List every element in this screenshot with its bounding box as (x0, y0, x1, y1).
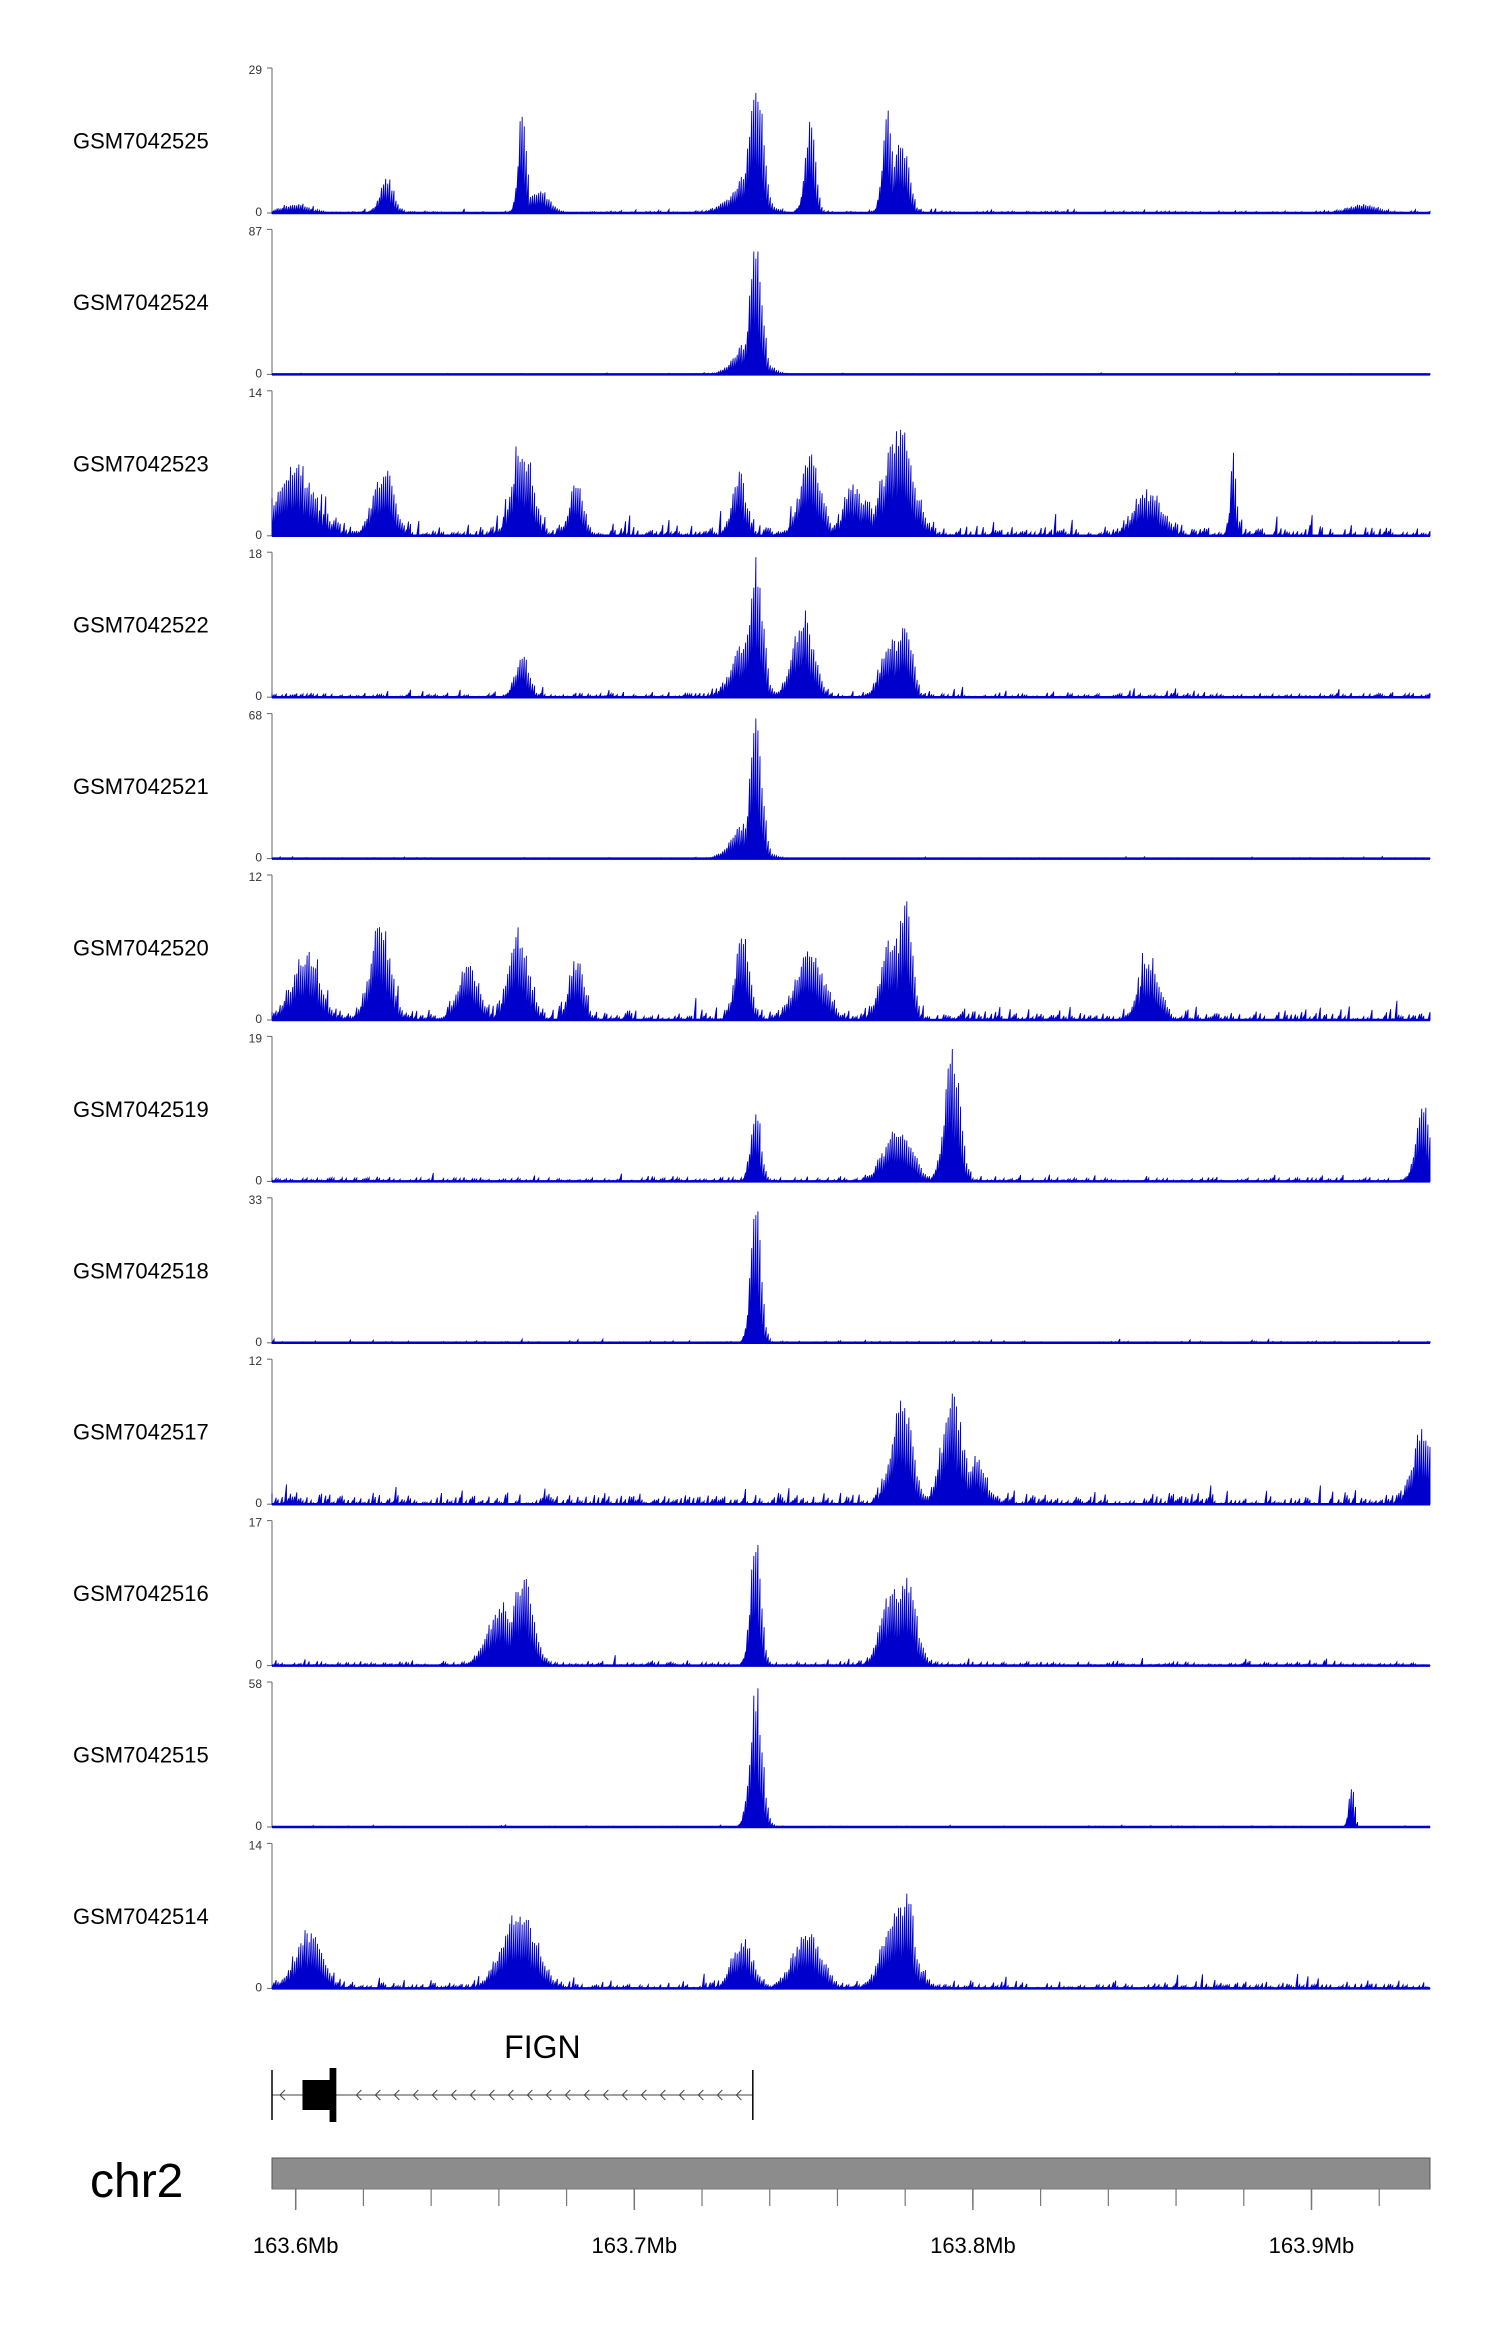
track-gsm7042520: GSM7042520 12 0 (73, 870, 1431, 1026)
ymax-label: 18 (249, 547, 263, 561)
signal-area (271, 1049, 1431, 1184)
track-label: GSM7042517 (73, 1420, 209, 1445)
track-gsm7042524: GSM7042524 87 0 (73, 224, 1431, 380)
chromosome-axis: chr2 163.6Mb 163.7Mb 163.8Mb 163.9Mb (90, 2155, 1431, 2258)
strand-arrow (507, 2089, 514, 2101)
ymax-label: 17 (249, 1516, 263, 1530)
track-gsm7042523: GSM7042523 14 0 (73, 386, 1431, 542)
signal-area (271, 429, 1431, 538)
strand-arrow (564, 2089, 571, 2101)
signal-tracks: GSM7042525290GSM7042524870GSM7042523140G… (73, 63, 1431, 1994)
strand-arrow (678, 2089, 685, 2101)
ymax-label: 87 (249, 224, 263, 238)
strand-arrow (735, 2089, 742, 2101)
chromosome-bar (271, 2157, 1431, 2190)
strand-arrow (602, 2089, 609, 2101)
signal-area (271, 251, 1431, 377)
track-label: GSM7042514 (73, 1904, 209, 1929)
track-label: GSM7042525 (73, 129, 209, 154)
ymax-label: 12 (249, 1354, 263, 1368)
track-label: GSM7042522 (73, 613, 209, 638)
ymax-label: 14 (249, 1838, 263, 1852)
ymin-label: 0 (255, 528, 262, 542)
chromosome-label: chr2 (90, 2155, 183, 2208)
gene-exon (329, 2068, 337, 2122)
track-label: GSM7042520 (73, 936, 209, 961)
strand-arrow (545, 2089, 552, 2101)
ymin-label: 0 (255, 1819, 262, 1833)
track-label: GSM7042518 (73, 1258, 209, 1283)
strand-arrow (659, 2089, 666, 2101)
ymin-label: 0 (255, 689, 262, 703)
signal-area (271, 557, 1431, 699)
ymin-label: 0 (255, 1496, 262, 1510)
strand-arrow (716, 2089, 723, 2101)
ymin-label: 0 (255, 851, 262, 865)
ymax-label: 12 (249, 870, 263, 884)
signal-area (271, 1893, 1431, 1991)
strand-arrow (621, 2089, 628, 2101)
axis-tick-label: 163.8Mb (930, 2233, 1016, 2258)
ymax-label: 14 (249, 386, 263, 400)
ymax-label: 29 (249, 63, 263, 77)
track-gsm7042519: GSM7042519 19 0 (73, 1031, 1431, 1187)
track-gsm7042517: GSM7042517 12 0 (73, 1354, 1431, 1510)
strand-arrow (526, 2089, 533, 2101)
ymax-label: 33 (249, 1193, 263, 1207)
track-label: GSM7042524 (73, 290, 209, 315)
strand-arrow (488, 2089, 495, 2101)
ymin-label: 0 (255, 366, 262, 380)
track-label: GSM7042521 (73, 774, 209, 799)
gene-annotation-track: FIGN (271, 2029, 754, 2122)
ymin-label: 0 (255, 1335, 262, 1349)
strand-arrow (412, 2089, 419, 2101)
signal-area (271, 92, 1431, 215)
signal-area (271, 1211, 1431, 1345)
ymax-label: 58 (249, 1677, 263, 1691)
strand-arrow (374, 2089, 381, 2101)
ymin-label: 0 (255, 205, 262, 219)
track-label: GSM7042516 (73, 1581, 209, 1606)
ymin-label: 0 (255, 1173, 262, 1187)
signal-area (271, 718, 1431, 861)
strand-arrow (583, 2089, 590, 2101)
signal-area (271, 1393, 1431, 1506)
signal-area (271, 1544, 1431, 1668)
ymax-label: 68 (249, 709, 263, 723)
track-gsm7042516: GSM7042516 17 0 (73, 1516, 1431, 1672)
gene-exon (302, 2080, 333, 2110)
track-gsm7042525: GSM7042525 29 0 (73, 63, 1431, 219)
gene-name: FIGN (504, 2029, 580, 2065)
axis-tick-label: 163.7Mb (591, 2233, 677, 2258)
track-gsm7042515: GSM7042515 58 0 (73, 1677, 1431, 1833)
ymin-label: 0 (255, 1980, 262, 1994)
track-gsm7042514: GSM7042514 14 0 (73, 1838, 1431, 1994)
signal-area (271, 901, 1431, 1022)
signal-area (271, 1688, 1431, 1829)
track-label: GSM7042523 (73, 451, 209, 476)
track-label: GSM7042519 (73, 1097, 209, 1122)
strand-arrow (393, 2089, 400, 2101)
track-gsm7042521: GSM7042521 68 0 (73, 709, 1431, 865)
strand-arrow (279, 2089, 286, 2101)
strand-arrow (640, 2089, 647, 2101)
track-gsm7042522: GSM7042522 18 0 (73, 547, 1431, 703)
axis-tick-label: 163.9Mb (1269, 2233, 1355, 2258)
ymin-label: 0 (255, 1012, 262, 1026)
strand-arrow (355, 2089, 362, 2101)
ymax-label: 19 (249, 1031, 263, 1045)
axis-tick-label: 163.6Mb (253, 2233, 339, 2258)
track-gsm7042518: GSM7042518 33 0 (73, 1193, 1431, 1349)
strand-arrow (450, 2089, 457, 2101)
strand-arrow (697, 2089, 704, 2101)
ymin-label: 0 (255, 1658, 262, 1672)
strand-arrow (431, 2089, 438, 2101)
strand-arrow (469, 2089, 476, 2101)
track-label: GSM7042515 (73, 1743, 209, 1768)
